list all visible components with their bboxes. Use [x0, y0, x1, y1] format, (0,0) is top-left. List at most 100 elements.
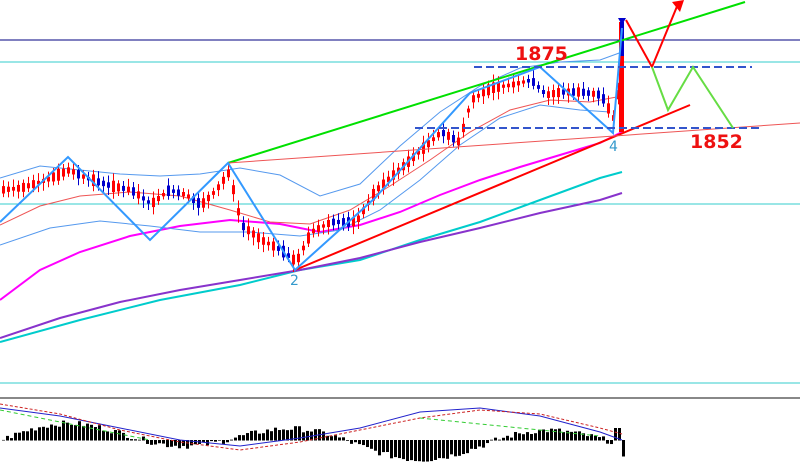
bollinger-upper-band: [0, 51, 623, 197]
candlestick-body: [562, 89, 565, 95]
macd-main-line: [0, 403, 623, 451]
candlestick-body: [447, 131, 450, 140]
histogram-bar: [326, 435, 329, 441]
histogram-bar: [418, 440, 421, 462]
histogram-bar: [362, 440, 365, 446]
histogram-bar: [270, 431, 273, 441]
histogram-bar: [550, 428, 553, 441]
histogram-bar: [266, 429, 269, 441]
candlestick-body: [12, 186, 15, 191]
candlestick-body: [97, 178, 100, 186]
candlestick-body: [577, 87, 580, 97]
histogram-bar: [262, 433, 265, 441]
histogram-bar: [330, 436, 333, 441]
top-marker: [618, 18, 626, 25]
histogram-bar: [134, 439, 137, 441]
histogram-bar: [294, 426, 297, 441]
candlestick-body: [77, 170, 80, 179]
candlestick-body: [372, 188, 375, 201]
candlestick-body: [147, 200, 150, 204]
candlestick-body: [292, 254, 295, 265]
candlestick-body: [132, 187, 135, 196]
candlestick-body: [307, 232, 310, 244]
histogram-bar: [22, 431, 25, 441]
histogram-bar: [306, 430, 309, 441]
histogram-bar: [374, 440, 377, 451]
candlestick-body: [432, 137, 435, 142]
candlestick-body: [117, 183, 120, 192]
candlestick-body: [527, 78, 530, 83]
histogram-bar: [382, 440, 385, 453]
candlestick-body: [137, 191, 140, 199]
histogram-bar: [282, 429, 285, 441]
candlestick-body: [537, 85, 540, 89]
ma-red-thin-line: [0, 95, 623, 226]
histogram-bar: [430, 440, 433, 462]
candlestick-body: [492, 82, 495, 93]
projection-arrows: [625, 0, 734, 129]
histogram-bar: [554, 429, 557, 441]
histogram-bar: [114, 429, 117, 441]
ma-cyan-line: [0, 171, 623, 343]
histogram-bar: [546, 432, 549, 441]
histogram-bar: [434, 440, 437, 460]
histogram-bar: [146, 440, 149, 444]
candlestick-body: [442, 130, 445, 137]
candlestick-body: [547, 91, 550, 98]
candlestick-body: [62, 168, 65, 177]
candlestick-body: [47, 176, 50, 182]
candlestick-body: [277, 246, 280, 251]
candlestick-body: [127, 186, 130, 193]
lower-trend-line: [294, 104, 691, 271]
candlestick-body: [197, 198, 200, 208]
histogram-bar: [502, 437, 505, 441]
grid-lines: [0, 39, 800, 399]
candlestick-body: [597, 90, 600, 99]
candlestick-body: [582, 88, 585, 96]
candlestick-body: [337, 219, 340, 225]
histogram-bar: [278, 430, 281, 441]
candlestick-body: [322, 224, 325, 228]
histogram-bar: [130, 439, 133, 441]
candlestick-body: [257, 233, 260, 243]
candlestick-body: [172, 189, 175, 193]
divergence-line: [419, 417, 601, 437]
histogram-bar: [38, 427, 41, 441]
candlestick-body: [227, 169, 230, 178]
histogram-bar: [522, 434, 525, 441]
histogram-bar: [410, 440, 413, 461]
histogram-bar: [102, 430, 105, 441]
histogram-bar: [398, 440, 401, 459]
histogram-bar: [402, 440, 405, 460]
candlestick-body: [67, 167, 70, 174]
histogram-bar: [478, 440, 481, 447]
histogram-bar: [70, 424, 73, 441]
histogram-bar: [442, 440, 445, 459]
histogram-bar: [98, 425, 101, 441]
histogram-bar: [426, 440, 429, 462]
histogram-bar: [226, 440, 229, 443]
candlestick-body: [532, 78, 535, 86]
histogram-bar: [246, 433, 249, 441]
histogram-bar: [594, 435, 597, 441]
histogram-bar: [186, 440, 189, 449]
histogram-bar: [622, 440, 625, 457]
candlestick-body: [152, 197, 155, 208]
histogram-bar: [558, 428, 561, 441]
histogram-bar: [514, 431, 517, 441]
histogram-bar: [322, 431, 325, 441]
candlestick-body: [187, 194, 190, 199]
candlestick-body: [2, 186, 5, 194]
histogram-bar: [494, 437, 497, 441]
histogram-bar: [298, 426, 301, 441]
histogram-bar: [530, 434, 533, 441]
histogram-bar: [50, 424, 53, 441]
candlestick-body: [202, 198, 205, 208]
candlestick-body: [102, 180, 105, 187]
histogram-bar: [570, 431, 573, 441]
histogram-bar: [474, 440, 477, 449]
histogram-bar: [238, 435, 241, 441]
histogram-bar: [166, 440, 169, 448]
moving-averages: [0, 51, 623, 343]
